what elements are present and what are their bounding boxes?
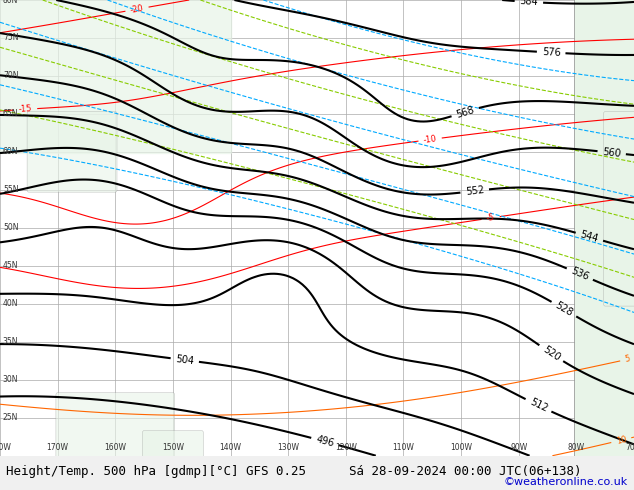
- Text: 584: 584: [519, 0, 538, 7]
- FancyBboxPatch shape: [27, 112, 117, 192]
- Text: 25N: 25N: [3, 413, 18, 422]
- FancyBboxPatch shape: [56, 392, 174, 458]
- Text: 65N: 65N: [3, 109, 18, 119]
- Text: 10: 10: [615, 435, 628, 446]
- Text: 55N: 55N: [3, 185, 18, 195]
- FancyBboxPatch shape: [574, 0, 634, 458]
- Text: 560: 560: [602, 147, 621, 159]
- Text: 50N: 50N: [3, 223, 18, 232]
- Text: 180W: 180W: [0, 443, 11, 452]
- Text: 60N: 60N: [3, 147, 18, 156]
- Text: -15: -15: [18, 104, 32, 114]
- FancyBboxPatch shape: [0, 0, 232, 154]
- Text: 70W: 70W: [625, 443, 634, 452]
- Text: 130W: 130W: [277, 443, 299, 452]
- Text: 544: 544: [579, 229, 600, 244]
- Text: 80W: 80W: [568, 443, 585, 452]
- Text: 512: 512: [528, 397, 549, 414]
- FancyBboxPatch shape: [604, 112, 634, 306]
- Text: 120W: 120W: [335, 443, 357, 452]
- Text: 170W: 170W: [47, 443, 68, 452]
- Text: Height/Temp. 500 hPa [gdmp][°C] GFS 0.25: Height/Temp. 500 hPa [gdmp][°C] GFS 0.25: [6, 465, 306, 478]
- Text: 504: 504: [175, 354, 195, 366]
- Text: 110W: 110W: [392, 443, 415, 452]
- Text: 30N: 30N: [3, 375, 18, 384]
- Text: 140W: 140W: [219, 443, 242, 452]
- Text: 576: 576: [541, 47, 560, 58]
- Text: 536: 536: [569, 266, 590, 282]
- Text: -5: -5: [486, 213, 495, 223]
- Text: ©weatheronline.co.uk: ©weatheronline.co.uk: [503, 477, 628, 487]
- Text: 552: 552: [465, 185, 484, 197]
- Text: -20: -20: [129, 3, 145, 15]
- FancyBboxPatch shape: [143, 431, 204, 473]
- Text: 496: 496: [315, 434, 335, 449]
- Text: 70N: 70N: [3, 72, 18, 80]
- Text: 100W: 100W: [450, 443, 472, 452]
- Text: 520: 520: [541, 344, 562, 363]
- Text: 35N: 35N: [3, 337, 18, 346]
- Text: Sá 28-09-2024 00:00 JTC(06+138): Sá 28-09-2024 00:00 JTC(06+138): [349, 465, 581, 478]
- Text: 45N: 45N: [3, 261, 18, 270]
- Text: 80N: 80N: [3, 0, 18, 4]
- Text: 75N: 75N: [3, 33, 18, 43]
- Text: 150W: 150W: [162, 443, 184, 452]
- Text: 5: 5: [624, 354, 631, 364]
- Text: 90W: 90W: [510, 443, 527, 452]
- Text: 568: 568: [455, 104, 476, 120]
- Text: 40N: 40N: [3, 299, 18, 308]
- Text: -10: -10: [423, 134, 437, 145]
- Text: 528: 528: [553, 300, 574, 318]
- Text: 160W: 160W: [104, 443, 126, 452]
